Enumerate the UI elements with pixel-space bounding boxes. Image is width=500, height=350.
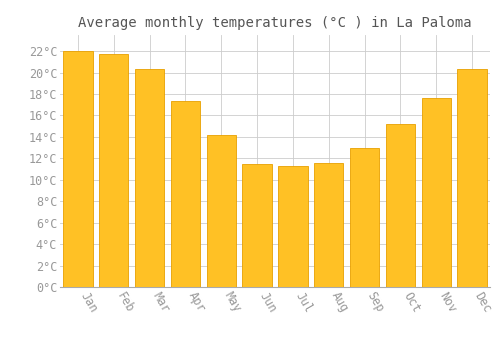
Bar xyxy=(458,69,487,287)
Bar xyxy=(135,69,164,287)
Bar xyxy=(63,51,92,287)
Bar xyxy=(170,102,200,287)
Bar xyxy=(99,54,128,287)
Bar xyxy=(206,135,236,287)
Bar xyxy=(386,124,415,287)
Bar xyxy=(242,164,272,287)
Bar xyxy=(314,163,344,287)
Bar xyxy=(278,166,308,287)
Bar xyxy=(422,98,451,287)
Bar xyxy=(350,148,380,287)
Title: Average monthly temperatures (°C ) in La Paloma: Average monthly temperatures (°C ) in La… xyxy=(78,16,472,30)
